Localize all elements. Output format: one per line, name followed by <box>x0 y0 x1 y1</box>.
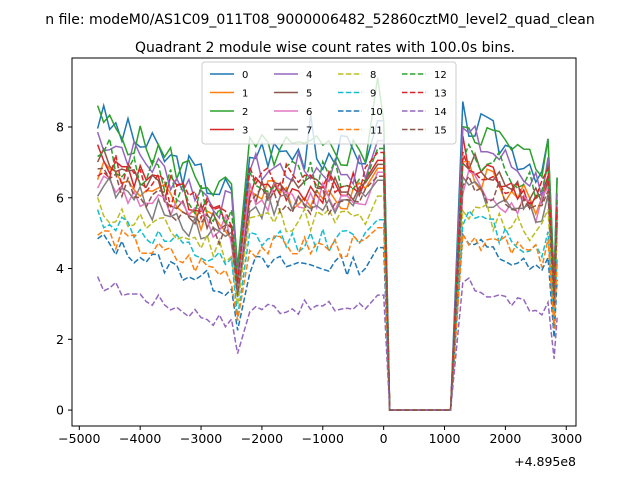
series-line-10 <box>97 232 558 411</box>
y-tick-label: 0 <box>56 403 64 418</box>
series-line-4 <box>96 124 558 411</box>
y-tick-label: 6 <box>56 190 64 205</box>
legend-label-0: 0 <box>242 70 248 81</box>
series-line-6 <box>96 168 558 411</box>
x-tick-label: −5000 <box>58 431 100 446</box>
x-tick-label: 3000 <box>550 431 582 446</box>
legend-label-3: 3 <box>242 126 248 137</box>
legend-label-14: 14 <box>434 107 447 118</box>
x-tick-label: −3000 <box>180 431 222 446</box>
x-tick-label: −4000 <box>119 431 161 446</box>
x-tick-label: 1000 <box>429 431 461 446</box>
series-layer <box>96 77 558 411</box>
series-line-8 <box>96 195 558 411</box>
legend-label-6: 6 <box>306 107 312 118</box>
x-tick-label: −1000 <box>302 431 344 446</box>
series-line-14 <box>96 276 558 411</box>
legend-label-7: 7 <box>306 126 312 137</box>
series-line-0 <box>96 101 558 411</box>
legend-label-10: 10 <box>370 107 383 118</box>
y-axis: 0 2 4 6 8 <box>56 120 72 418</box>
series-line-11 <box>97 227 558 411</box>
series-line-9 <box>96 209 558 411</box>
y-tick-label: 2 <box>56 332 64 347</box>
x-offset-label: +4.895e8 <box>514 454 576 469</box>
y-tick-label: 8 <box>56 120 64 135</box>
chart-title: Quadrant 2 module wise count rates with … <box>135 40 515 56</box>
figure-suptitle: n file: modeM0/AS1C09_011T08_9000006482_… <box>45 12 594 28</box>
x-tick-label: 0 <box>380 431 388 446</box>
x-axis: −5000 −4000 −3000 −2000 −1000 0 1000 2000 3000 <box>58 426 582 446</box>
legend-label-2: 2 <box>242 107 248 118</box>
legend-label-8: 8 <box>370 70 376 81</box>
series-line-12 <box>97 136 558 411</box>
legend-box <box>201 61 457 145</box>
legend-label-13: 13 <box>434 89 447 100</box>
series-line-13 <box>97 151 558 411</box>
legend-label-9: 9 <box>370 89 376 100</box>
x-tick-label: −2000 <box>241 431 283 446</box>
series-line-15 <box>97 167 558 411</box>
series-line-1 <box>96 160 558 411</box>
legend-label-1: 1 <box>242 89 248 100</box>
y-tick-label: 4 <box>56 261 64 276</box>
legend-label-4: 4 <box>306 70 312 81</box>
legend-label-5: 5 <box>306 89 312 100</box>
legend-label-15: 15 <box>434 126 447 137</box>
legend-label-12: 12 <box>434 70 447 81</box>
legend-label-11: 11 <box>370 126 383 137</box>
x-tick-label: 2000 <box>489 431 521 446</box>
axes-frame <box>71 57 577 427</box>
